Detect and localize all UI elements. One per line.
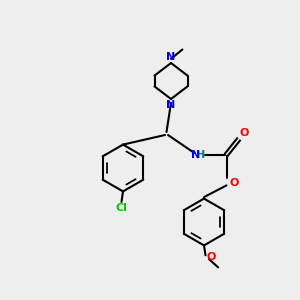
Text: O: O xyxy=(230,178,239,188)
Text: Cl: Cl xyxy=(116,203,128,213)
Text: O: O xyxy=(240,128,249,138)
Text: N: N xyxy=(167,100,176,110)
Text: O: O xyxy=(207,252,216,262)
Text: H: H xyxy=(196,149,206,160)
Text: N: N xyxy=(191,149,200,160)
Text: N: N xyxy=(167,52,176,62)
